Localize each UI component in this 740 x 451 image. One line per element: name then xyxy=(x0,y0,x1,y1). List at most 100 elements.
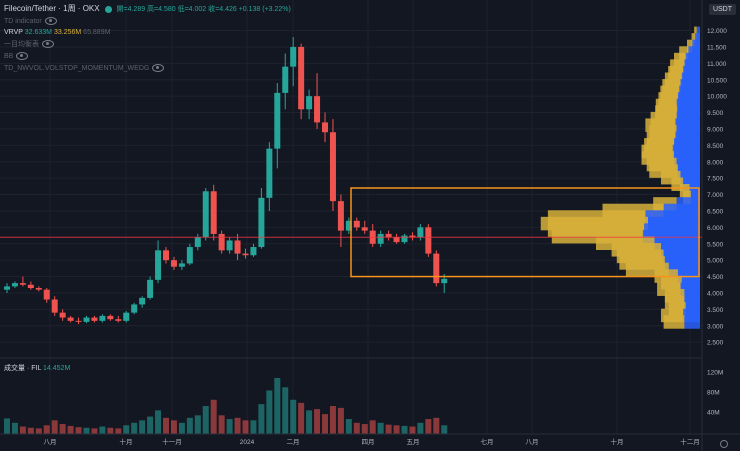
candle-body xyxy=(401,235,408,243)
volume-bar xyxy=(345,419,352,434)
candle-body xyxy=(409,235,416,238)
candle-body xyxy=(385,233,392,238)
candle-body xyxy=(393,237,400,243)
candle-body xyxy=(51,299,58,313)
vp-down-bar xyxy=(671,177,684,191)
volume-legend: 成交量 · FIL 14.452M xyxy=(4,364,70,373)
time-tick-label: 五月 xyxy=(407,438,420,446)
volume-bar xyxy=(35,428,42,434)
volume-bar xyxy=(218,415,225,434)
volume-bar xyxy=(163,417,169,434)
eye-icon[interactable] xyxy=(16,52,29,61)
time-tick-label: 八月 xyxy=(526,438,539,446)
candle-body xyxy=(345,220,352,231)
volume-bar xyxy=(314,409,321,434)
price-tick-label: 4.500 xyxy=(707,274,724,281)
candle-body xyxy=(115,319,122,321)
price-tick-label: 10.000 xyxy=(707,94,727,101)
volume-value: 14.452M xyxy=(43,365,71,372)
price-tick-label: 7.000 xyxy=(707,192,724,199)
indicator-vrvp-label: VRVP xyxy=(4,29,23,36)
volume-bar xyxy=(298,402,305,434)
price-tick-label: 9.000 xyxy=(707,126,724,133)
indicator-bb[interactable]: BB xyxy=(4,52,29,61)
time-tick-label: 七月 xyxy=(481,437,494,446)
candle-body xyxy=(67,317,74,321)
candle-body xyxy=(43,289,50,300)
volume-bar xyxy=(250,420,257,434)
volume-bar xyxy=(306,410,313,434)
time-tick-label: 八月 xyxy=(44,438,57,446)
candle-body xyxy=(226,240,233,251)
volume-bar xyxy=(258,404,265,434)
indicator-td[interactable]: TD indicator xyxy=(4,17,57,26)
eye-icon[interactable] xyxy=(42,40,54,49)
header-legend: Filecoin/Tether · 1周 · OKX 開=4.289 高=4.5… xyxy=(4,4,291,14)
volume-bar xyxy=(210,399,217,434)
volume-bar xyxy=(59,424,66,434)
time-tick-label: 二月 xyxy=(287,438,300,446)
price-tick-label: 7.500 xyxy=(707,176,724,183)
volume-bar xyxy=(353,422,360,434)
ohlc-values: 開=4.289 高=4.580 低=4.002 收=4.426 +0.138 (… xyxy=(116,6,291,13)
indicator-volstop[interactable]: TD_NWVOL.VOLSTOP_MOMENTUM_WEDG xyxy=(4,64,165,73)
indicator-vrvp[interactable]: VRVP 32.633M 33.256M 65.889M xyxy=(4,28,110,37)
volume-bar xyxy=(290,399,297,434)
candle-body xyxy=(242,253,249,256)
eye-icon[interactable] xyxy=(44,17,57,26)
price-tick-label: 10.500 xyxy=(707,77,727,84)
candle-body xyxy=(337,201,344,231)
volume-bar xyxy=(433,417,440,434)
candle-body xyxy=(361,227,368,231)
candle-body xyxy=(83,317,90,322)
volume-bar xyxy=(202,406,209,434)
price-tick-label: 11.500 xyxy=(707,44,727,51)
eye-icon[interactable] xyxy=(152,64,165,73)
volume-bar xyxy=(194,415,201,434)
candle-body xyxy=(4,286,10,290)
candle-body xyxy=(298,46,305,110)
candle-body xyxy=(123,312,130,321)
volume-bar xyxy=(369,420,376,434)
vp-up-bar xyxy=(684,315,700,329)
candle-body xyxy=(210,191,217,234)
volume-bar xyxy=(409,426,416,434)
volume-bar xyxy=(27,427,34,434)
volume-bar xyxy=(99,426,106,434)
candle-body xyxy=(170,260,177,267)
candle-body xyxy=(59,312,66,318)
volume-bar xyxy=(322,414,328,434)
currency-button[interactable]: USDT xyxy=(708,4,736,15)
volume-bar xyxy=(266,390,273,434)
price-tick-label: 8.500 xyxy=(707,143,724,150)
volume-bar xyxy=(43,425,50,434)
candle-body xyxy=(250,247,257,256)
volume-tick-label: 80M xyxy=(707,390,720,397)
volume-bar xyxy=(139,420,146,434)
candle-body xyxy=(155,250,162,280)
volume-bar xyxy=(385,424,392,434)
candle-body xyxy=(290,46,297,67)
candle-body xyxy=(131,304,138,313)
volume-bar xyxy=(83,427,90,434)
vrvp-total-value: 65.889M xyxy=(83,29,111,36)
candle-body xyxy=(19,283,26,285)
volume-bar xyxy=(11,422,18,434)
symbol-title: Filecoin/Tether · 1周 · OKX xyxy=(4,4,100,13)
candle-body xyxy=(178,263,185,267)
volume-bar xyxy=(274,378,281,434)
volume-bar xyxy=(19,426,26,434)
highlight-box xyxy=(350,187,700,278)
candle-body xyxy=(27,284,34,289)
candle-body xyxy=(107,315,114,320)
volume-bar xyxy=(401,425,408,434)
volume-bars xyxy=(4,378,448,434)
candle-body xyxy=(282,66,289,93)
indicator-ichimoku[interactable]: 一目均衡表 xyxy=(4,40,54,49)
vrvp-up-value: 32.633M xyxy=(24,29,53,36)
volume-bar xyxy=(234,417,241,434)
vrvp-down-value: 33.256M xyxy=(53,29,82,36)
settings-icon[interactable] xyxy=(720,440,728,448)
